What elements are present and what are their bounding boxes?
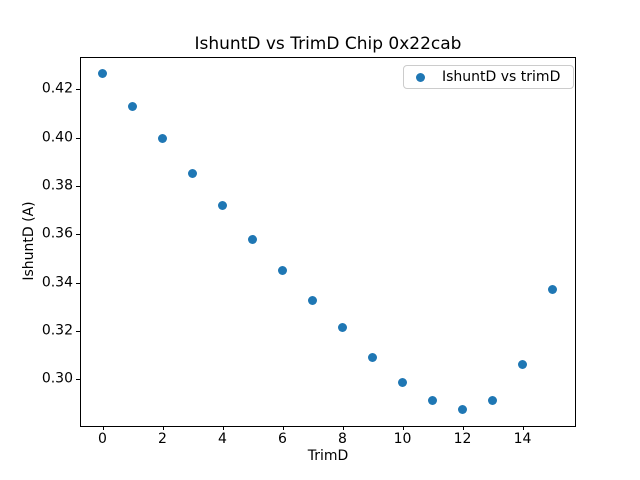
data-point xyxy=(218,200,227,210)
x-tick-label: 2 xyxy=(158,431,167,447)
data-point xyxy=(428,396,437,406)
x-tick-label: 14 xyxy=(513,431,532,447)
data-point xyxy=(518,360,527,370)
data-point xyxy=(398,378,407,388)
x-tick-mark xyxy=(522,426,524,430)
x-tick-label: 6 xyxy=(278,431,287,447)
y-tick-mark xyxy=(76,137,80,139)
data-point xyxy=(158,134,167,144)
data-point xyxy=(458,404,467,414)
legend: IshuntD vs trimD xyxy=(403,65,575,89)
y-tick-label: 0.36 xyxy=(41,225,73,242)
x-tick-mark xyxy=(282,426,284,430)
x-tick-mark xyxy=(402,426,404,430)
chart-title: IshuntD vs TrimD Chip 0x22cab xyxy=(194,34,462,54)
y-tick-mark xyxy=(76,185,80,187)
y-tick-label: 0.40 xyxy=(41,129,73,146)
data-point xyxy=(278,265,287,275)
x-tick-label: 8 xyxy=(338,431,347,447)
data-point xyxy=(248,234,257,244)
data-point xyxy=(368,352,377,362)
y-tick-mark xyxy=(76,379,80,381)
x-axis-label: TrimD xyxy=(307,448,349,464)
y-tick-label: 0.38 xyxy=(41,177,73,194)
y-tick-mark xyxy=(76,282,80,284)
y-tick-label: 0.34 xyxy=(41,274,73,291)
x-tick-mark xyxy=(462,426,464,430)
y-axis-label: IshuntD (A) xyxy=(21,201,37,281)
y-tick-mark xyxy=(76,234,80,236)
y-tick-label: 0.30 xyxy=(41,370,73,387)
data-point xyxy=(488,396,497,406)
data-point xyxy=(308,296,317,306)
x-tick-mark xyxy=(162,426,164,430)
data-point xyxy=(548,285,557,295)
x-tick-mark xyxy=(102,426,104,430)
legend-marker-icon xyxy=(416,72,425,82)
x-tick-label: 10 xyxy=(393,431,412,447)
data-point xyxy=(98,69,107,79)
y-tick-label: 0.42 xyxy=(41,80,73,97)
legend-label: IshuntD vs trimD xyxy=(442,69,561,85)
y-tick-mark xyxy=(76,89,80,91)
data-point xyxy=(188,169,197,179)
x-tick-label: 0 xyxy=(98,431,107,447)
x-tick-label: 12 xyxy=(453,431,472,447)
x-tick-label: 4 xyxy=(218,431,227,447)
y-tick-mark xyxy=(76,330,80,332)
data-point xyxy=(128,101,137,111)
x-tick-mark xyxy=(342,426,344,430)
y-tick-label: 0.32 xyxy=(41,322,73,339)
data-point xyxy=(338,322,347,332)
x-tick-mark xyxy=(222,426,224,430)
plot-area xyxy=(80,57,576,427)
